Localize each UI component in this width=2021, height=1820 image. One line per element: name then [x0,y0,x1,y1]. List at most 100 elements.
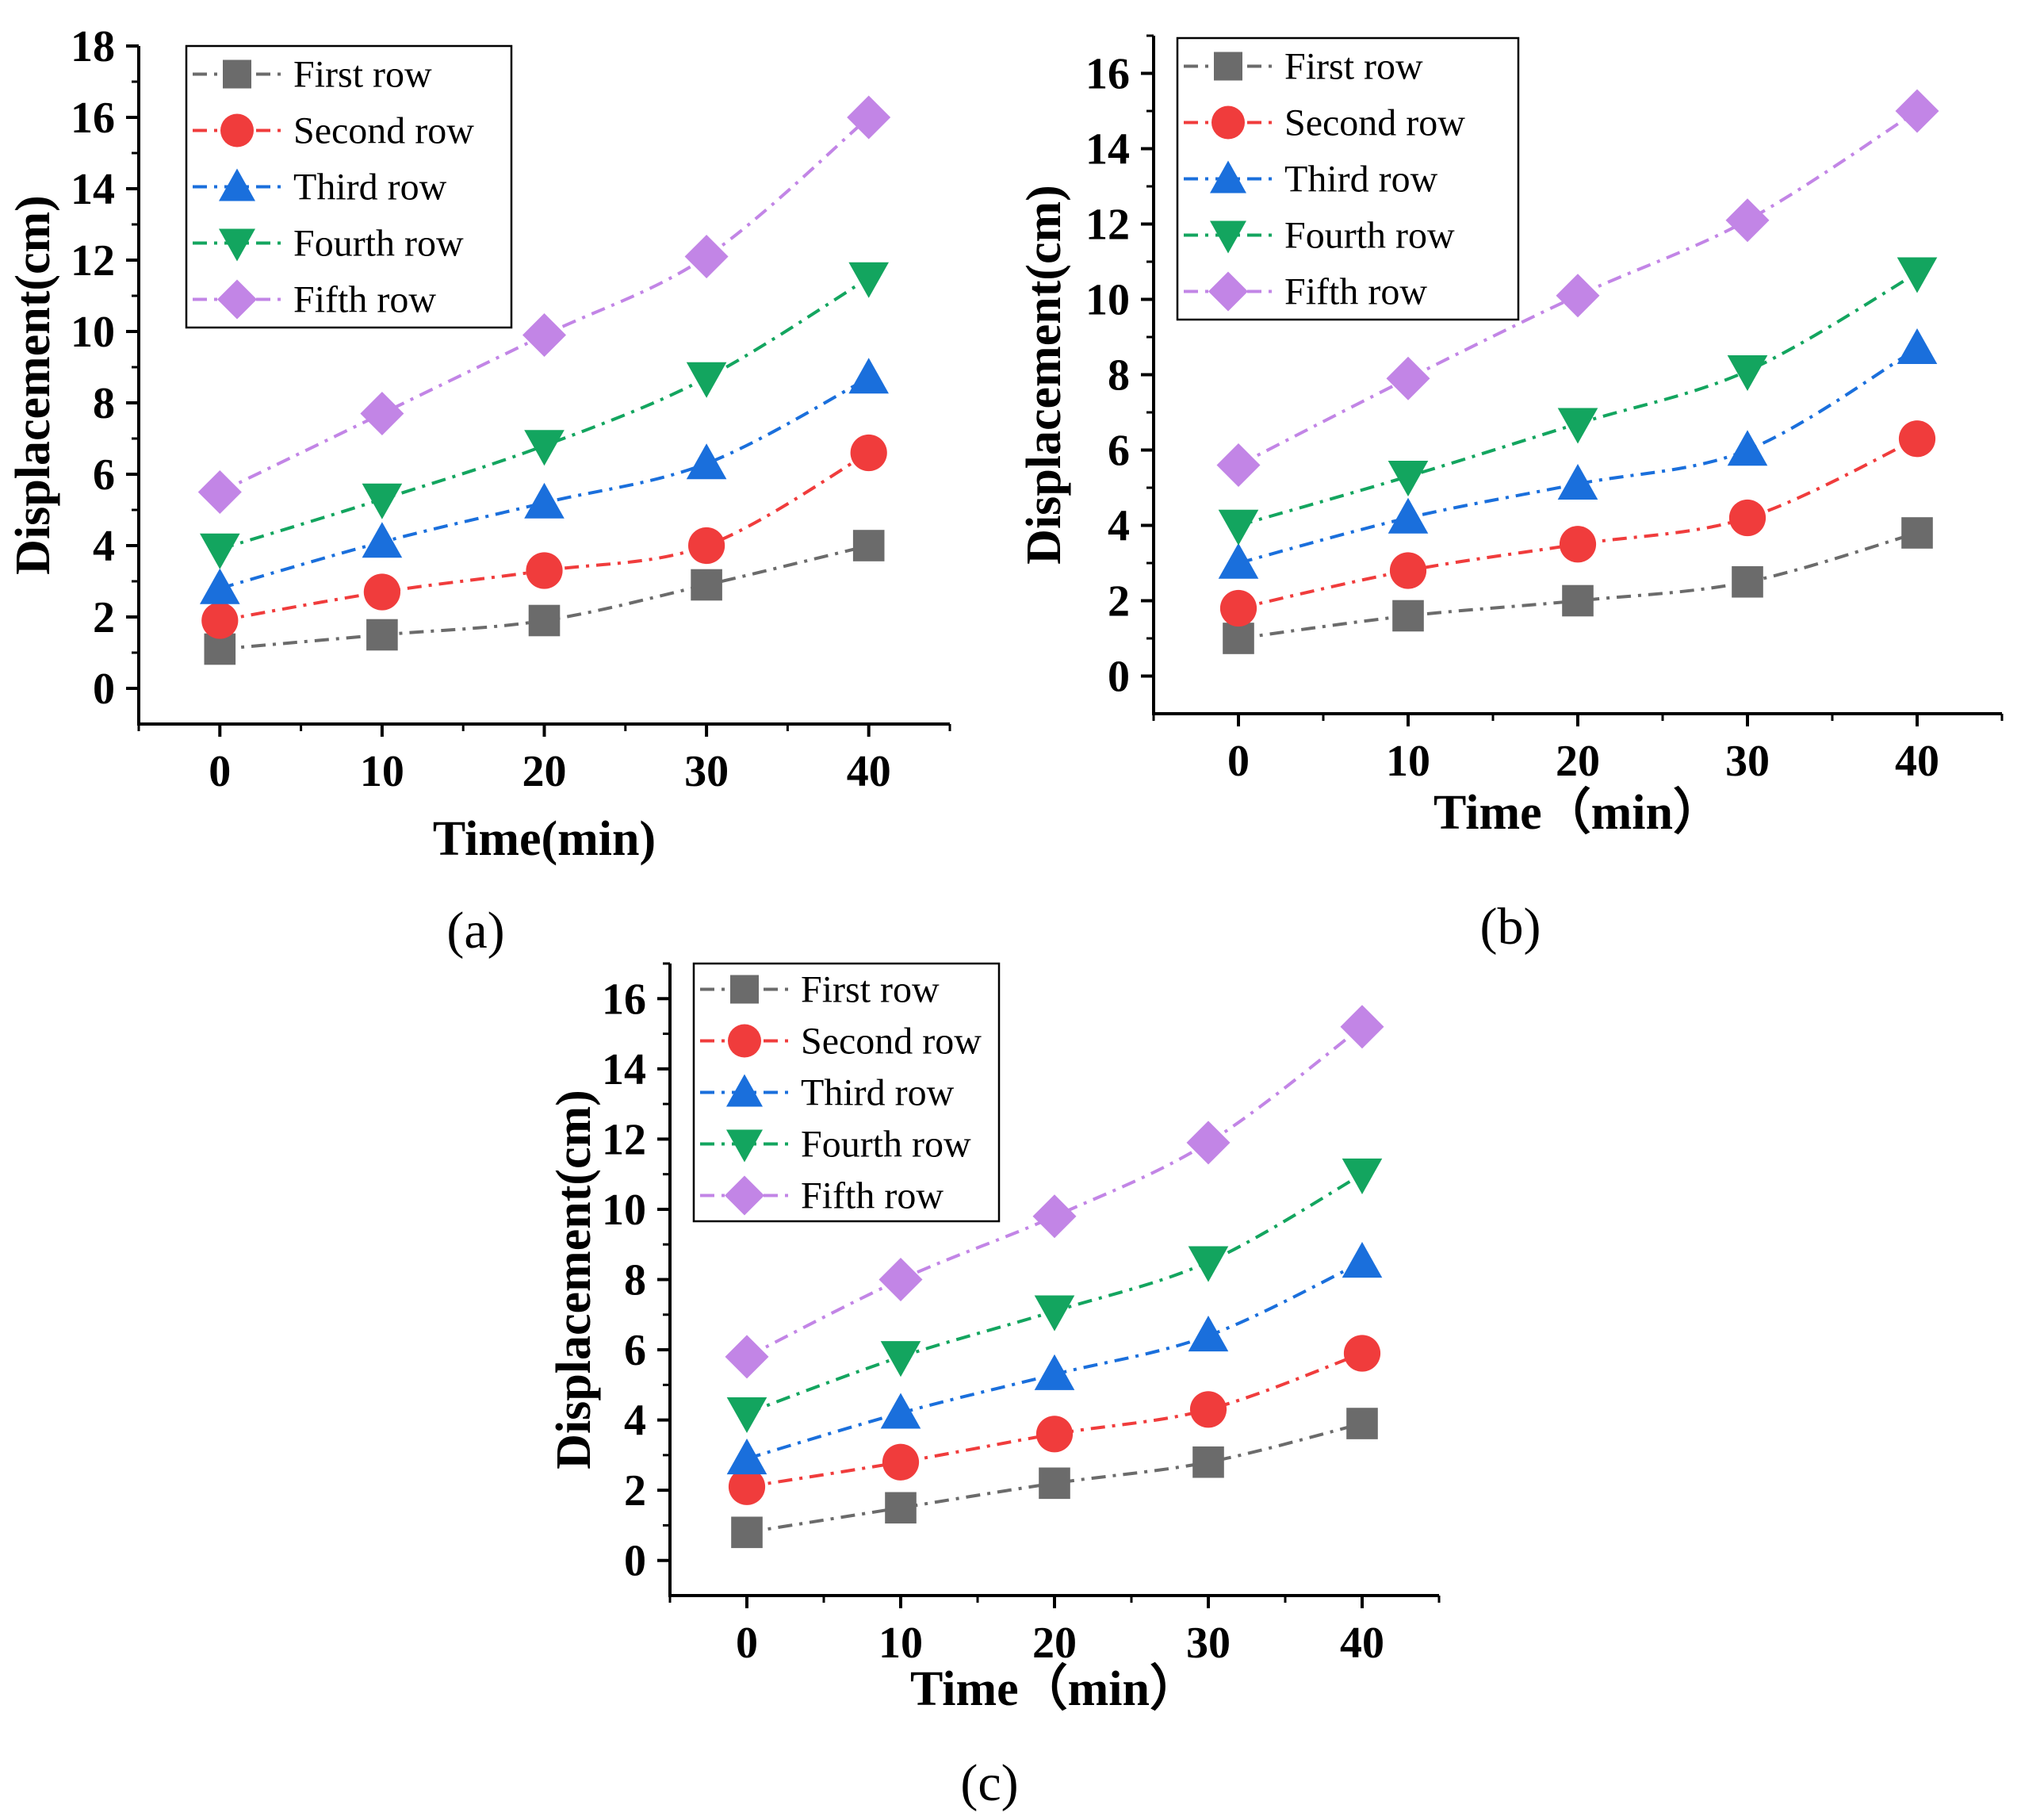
x-tick-label: 20 [1032,1619,1077,1668]
legend-label: Second row [1284,102,1465,144]
legend-label: Fourth row [801,1124,971,1166]
data-point [1557,408,1598,444]
x-tick-label: 20 [1556,737,1600,786]
y-tick-label: 8 [93,379,115,428]
data-point [1897,257,1938,293]
data-point [1346,1408,1378,1439]
legend-marker [220,113,254,148]
y-tick-label: 4 [1108,502,1130,551]
x-tick-label: 20 [522,747,567,796]
data-point [1901,517,1933,549]
data-point [1557,463,1598,500]
x-tick-label: 30 [1725,737,1770,786]
legend-label: Third row [801,1072,955,1114]
panel-label: (c) [960,1754,1018,1812]
data-point [878,1258,923,1301]
legend-marker [726,1074,763,1107]
x-axis-title: Time(min) [433,812,656,866]
data-point [1895,89,1939,133]
y-tick-label: 8 [624,1256,646,1305]
data-point [1732,565,1763,598]
x-axis-title: Time（min） [1433,784,1722,840]
data-point [691,569,722,601]
y-tick-label: 14 [602,1045,646,1094]
series-line [746,1351,1363,1489]
legend-marker [725,1175,764,1216]
chart-panel: 0 2 4 6 8 10 12 14 16 0 10 20 30 40 Time（min） Displacem… [547,962,1441,1812]
legend-label: Second row [293,110,474,152]
data-point [1562,584,1594,617]
y-tick-label: 2 [1108,577,1130,626]
data-point [200,568,240,604]
data-point [684,235,729,278]
y-tick-label: 16 [1085,50,1130,99]
x-tick-label: 30 [684,747,729,796]
data-point [848,262,889,298]
chart-panel: 0 2 4 6 8 10 12 14 16 18 0 10 20 30 40 Time(min) Displac… [6,22,951,960]
legend-marker [1210,220,1246,254]
y-tick-label: 6 [1108,427,1130,476]
data-point [197,470,242,514]
data-point [1386,356,1430,400]
y-axis-title: Displacement(cm) [6,195,60,575]
legend-marker [1214,52,1242,81]
data-point [366,619,398,651]
data-point [1388,497,1429,534]
data-point [848,358,889,394]
data-point [1342,1158,1383,1194]
data-point [725,1335,769,1379]
data-point [1392,600,1424,632]
data-point [847,95,891,140]
y-tick-label: 16 [71,94,115,143]
y-tick-label: 12 [71,236,115,285]
data-point [726,1439,767,1475]
data-point [731,1516,763,1549]
data-point [1342,1242,1383,1278]
y-tick-label: 10 [71,308,115,357]
data-point [1034,1295,1075,1331]
legend-marker [223,59,251,89]
data-point [1343,1335,1381,1372]
y-tick-label: 10 [1085,276,1130,325]
x-tick-label: 40 [847,747,891,796]
legend-marker [1208,271,1248,312]
legend-label: Third row [293,167,447,209]
legend-marker [726,1129,763,1163]
data-point [1192,1446,1224,1478]
legend-label: First row [801,969,940,1011]
x-axis-title: Time（min） [910,1661,1199,1716]
y-axis-title: Displacement(cm) [1017,185,1071,565]
y-tick-label: 0 [624,1537,646,1586]
y-tick-label: 14 [1085,125,1130,174]
y-tick-label: 14 [71,165,115,214]
data-point [201,602,239,639]
y-tick-label: 6 [93,450,115,500]
series-line [219,451,870,623]
data-point [882,1443,920,1481]
data-point [1897,328,1938,365]
x-tick-label: 10 [1386,737,1430,786]
legend-label: Second row [801,1021,982,1063]
data-point [1216,443,1261,487]
panel-label: (a) [446,902,504,960]
data-point [360,392,404,435]
data-point [1559,526,1597,563]
legend-label: Third row [1284,159,1438,201]
data-point [1218,509,1259,546]
legend-label: Fourth row [293,223,464,265]
legend-label: First row [293,54,432,96]
series-line [746,1025,1364,1358]
data-point [524,482,565,519]
data-point [852,530,885,561]
y-tick-label: 16 [602,975,646,1024]
data-point [1389,552,1427,589]
data-point [362,522,403,558]
x-tick-label: 0 [209,747,231,796]
x-tick-label: 10 [878,1619,923,1668]
data-point [688,527,725,565]
data-point [1898,420,1936,458]
y-tick-label: 10 [602,1186,646,1235]
legend-label: First row [1284,46,1423,88]
data-point [885,1492,917,1524]
y-axis-title: Displacement(cm) [547,1090,601,1469]
